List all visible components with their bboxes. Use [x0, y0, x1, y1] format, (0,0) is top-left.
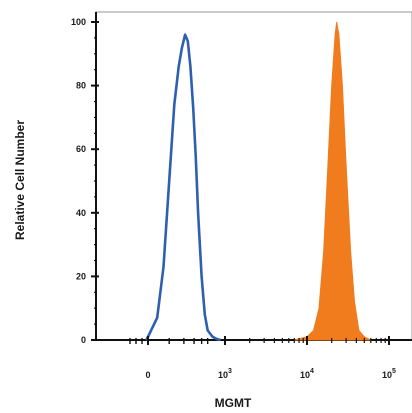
plot-frame: [95, 11, 412, 341]
x-tick-label-104: 104: [300, 368, 314, 380]
y-tick-label-100: 100: [71, 17, 86, 27]
y-tick-label-20: 20: [76, 271, 86, 281]
y-tick-label-40: 40: [76, 208, 86, 218]
x-tick-label-0: 0: [145, 370, 150, 380]
series-1-fill: [294, 21, 372, 341]
y-axis-label: Relative Cell Number: [13, 120, 27, 240]
y-tick-label-80: 80: [76, 81, 86, 91]
y-tick-label-0: 0: [81, 335, 86, 345]
x-tick-label-103: 103: [218, 368, 232, 380]
plot-area: 0 20 40 60 80 100 0 103 104 105: [71, 11, 412, 380]
x-tick-label-105: 105: [382, 368, 396, 380]
series-0-line: [145, 33, 221, 342]
x-axis-label: MGMT: [215, 396, 252, 410]
y-tick-label-60: 60: [76, 144, 86, 154]
